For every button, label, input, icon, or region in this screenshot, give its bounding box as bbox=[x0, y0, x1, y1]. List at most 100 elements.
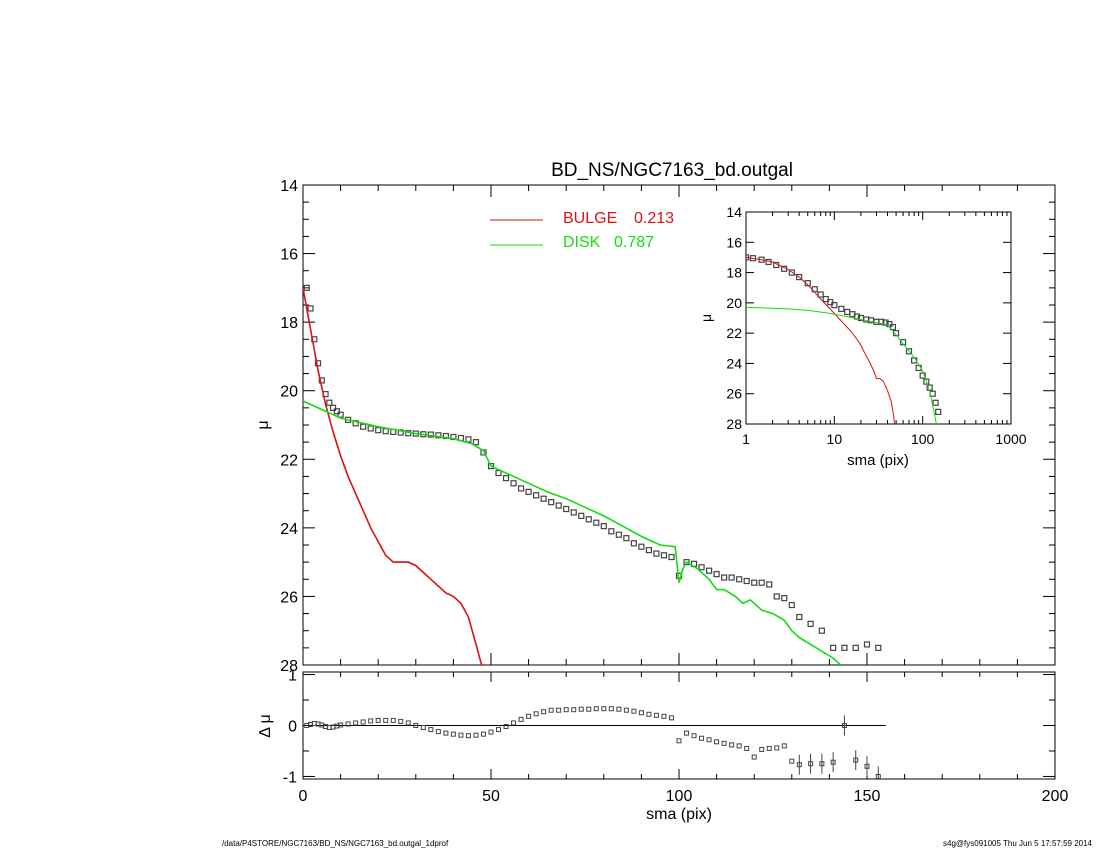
residual-x-tick-label: 150 bbox=[854, 788, 881, 805]
main-data-point bbox=[548, 499, 555, 506]
residual-data-point bbox=[533, 711, 539, 717]
residual-data-point bbox=[420, 725, 426, 731]
residual-x-tick-label: 100 bbox=[666, 788, 693, 805]
main-y-tick-label: 24 bbox=[280, 521, 298, 538]
residual-data-point bbox=[353, 720, 359, 726]
main-data-point bbox=[329, 404, 337, 411]
inset-data-point bbox=[882, 319, 889, 326]
main-data-point bbox=[303, 284, 310, 291]
inset-data-point bbox=[899, 339, 907, 346]
residual-data-point bbox=[390, 717, 396, 723]
residual-data-point bbox=[751, 754, 757, 760]
residual-data-point bbox=[496, 727, 502, 733]
inset-x-tick-label: 1000 bbox=[995, 431, 1026, 447]
main-data-point bbox=[875, 644, 882, 651]
main-y-axis: 14 16 18 20 22 24 26 28 bbox=[280, 178, 1056, 675]
main-data-point bbox=[382, 428, 389, 435]
residual-data-point bbox=[608, 706, 614, 712]
main-bulge-line bbox=[303, 287, 484, 665]
main-data-point bbox=[517, 485, 525, 492]
residual-data-point bbox=[413, 723, 419, 728]
residual-data-point bbox=[383, 717, 389, 723]
main-data-point bbox=[608, 528, 615, 535]
legend-bulge-value: 0.213 bbox=[634, 210, 674, 227]
main-data-point bbox=[472, 439, 480, 446]
main-data-point bbox=[465, 436, 472, 443]
main-data-point bbox=[751, 579, 758, 586]
residual-data-point bbox=[661, 713, 667, 719]
main-data-point bbox=[743, 577, 750, 585]
main-profile-panel: 14 16 18 20 22 24 26 28 μ BULGE 0.213 DISK 0.78… bbox=[255, 178, 1056, 675]
inset-data-point bbox=[892, 330, 900, 337]
residual-data-point bbox=[699, 735, 705, 741]
main-data-point bbox=[314, 360, 322, 367]
residual-y-tick-label: -1 bbox=[283, 769, 297, 786]
inset-data-point bbox=[919, 372, 926, 379]
residual-data-point bbox=[638, 710, 644, 716]
residual-data-point bbox=[338, 722, 344, 728]
inset-y-tick-label: 14 bbox=[726, 204, 742, 220]
inset-bulge-line bbox=[746, 256, 895, 424]
main-data-point bbox=[318, 377, 325, 384]
residual-data-point bbox=[714, 739, 720, 745]
inset-data-point bbox=[923, 378, 930, 385]
residual-data-point bbox=[808, 761, 814, 767]
residual-data-point bbox=[375, 717, 381, 723]
residual-data-point bbox=[789, 758, 795, 764]
residual-data-point bbox=[623, 707, 629, 713]
main-data-point bbox=[502, 475, 510, 482]
main-data-point bbox=[435, 432, 442, 439]
inset-y-tick-label: 20 bbox=[726, 295, 742, 311]
inset-data-layer bbox=[746, 254, 942, 424]
residual-data-point bbox=[593, 706, 599, 712]
residual-data-point bbox=[518, 716, 524, 722]
inset-data-point bbox=[878, 318, 885, 325]
inset-plot-frame bbox=[745, 211, 1012, 425]
main-y-axis-label: μ bbox=[255, 420, 272, 429]
main-data-point bbox=[841, 644, 848, 651]
residual-data-point bbox=[830, 759, 836, 765]
footer-file-path: /data/P4STORE/NGC7163/BD_NS/NGC7163_bd.o… bbox=[222, 839, 449, 848]
residual-data-point bbox=[556, 707, 562, 713]
main-data-point bbox=[533, 492, 540, 499]
footer-timestamp: s4g@fys091005 Thu Jun 5 17:57:59 2014 bbox=[943, 839, 1092, 848]
inset-y-tick-label: 18 bbox=[726, 265, 742, 281]
inset-data-point bbox=[817, 291, 824, 298]
residual-data-point bbox=[646, 711, 652, 717]
main-data-point bbox=[333, 408, 340, 415]
residual-data-point bbox=[766, 745, 772, 751]
main-data-point bbox=[367, 425, 374, 432]
main-data-point bbox=[638, 543, 645, 550]
main-data-point bbox=[758, 579, 765, 586]
residual-data-point bbox=[819, 761, 825, 767]
legend: BULGE 0.213 DISK 0.787 bbox=[490, 210, 674, 251]
residual-x-tick-label: 50 bbox=[482, 788, 500, 805]
main-y-tick-label: 26 bbox=[280, 589, 298, 606]
main-data-point bbox=[360, 423, 367, 430]
residual-x-tick-label: 0 bbox=[299, 788, 308, 805]
residual-data-point bbox=[368, 718, 374, 724]
residual-data-point bbox=[571, 707, 577, 713]
residual-data-point bbox=[586, 706, 592, 712]
residual-data-point bbox=[443, 730, 449, 736]
main-data-point bbox=[788, 601, 795, 609]
inset-data-point bbox=[796, 274, 803, 281]
residual-data-point bbox=[465, 733, 471, 739]
main-data-point bbox=[623, 535, 630, 542]
residual-data-point bbox=[706, 737, 712, 743]
legend-disk-value: 0.787 bbox=[614, 234, 654, 251]
residual-data-point bbox=[398, 718, 404, 724]
inset-y-axis-label: μ bbox=[698, 314, 714, 322]
residual-data-layer bbox=[304, 706, 881, 779]
residual-data-point bbox=[405, 720, 411, 726]
residual-data-point bbox=[450, 731, 456, 737]
residual-data-point bbox=[841, 723, 847, 728]
main-data-point bbox=[773, 593, 780, 600]
residual-data-point bbox=[473, 732, 479, 738]
residual-data-point bbox=[360, 719, 366, 725]
residual-data-point bbox=[511, 720, 517, 726]
residual-data-point bbox=[774, 745, 780, 751]
main-data-point bbox=[600, 523, 607, 530]
main-data-point bbox=[525, 488, 532, 495]
residual-panel: 10-10 50 100 150 200 Δ μ sma (pix) bbox=[257, 668, 1068, 823]
